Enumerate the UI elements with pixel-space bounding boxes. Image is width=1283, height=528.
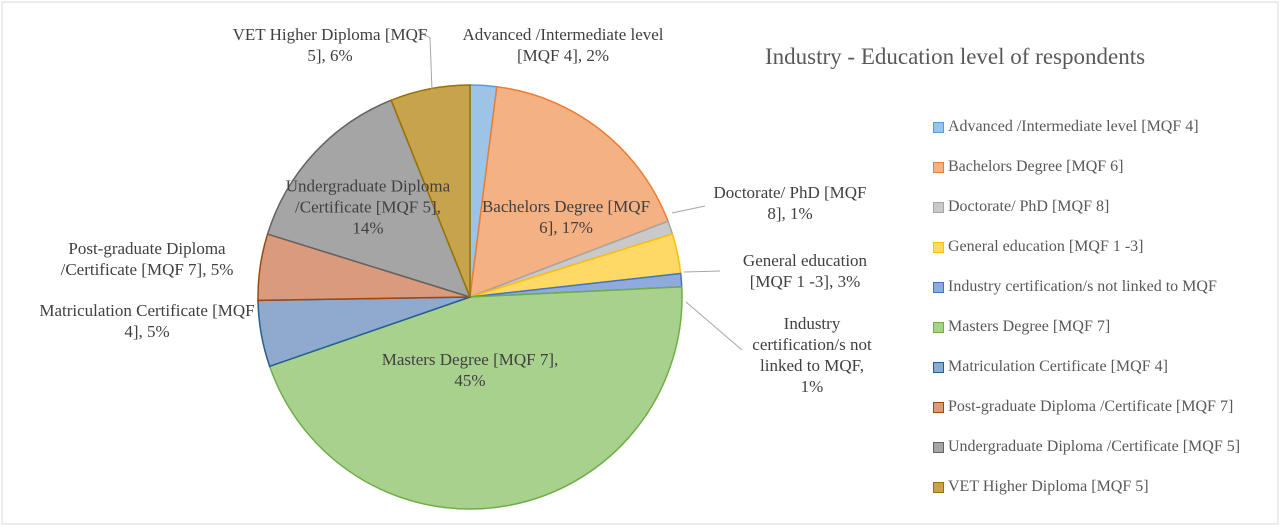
data-label: Bachelors Degree [MQF 6], 17% [481,197,651,237]
data-label: Undergraduate Diploma /Certificate [MQF … [285,176,451,238]
leader-line [671,205,706,214]
pie-slice [266,99,472,299]
pie-slice [390,84,471,298]
legend-entry: Bachelors Degree [MQF 6] [933,158,1268,176]
legend-entry: Post-graduate Diploma /Certificate [MQF … [933,398,1268,416]
legend-entry: VET Higher Diploma [MQF 5] [933,478,1268,496]
legend-entry: Doctorate/ PhD [MQF 8] [933,198,1268,216]
legend-swatch [933,122,944,133]
data-label: Doctorate/ PhD [MQF 8], 1% [713,183,867,223]
legend-entry: Industry certification/s not linked to M… [933,278,1268,296]
leader-line [417,29,433,91]
legend-swatch [933,442,944,453]
legend-swatch [933,322,944,333]
data-label: Matriculation Certificate [MQF 4], 5% [39,301,255,341]
legend-swatch [933,162,944,173]
leader-line [683,270,721,273]
legend-entry: Matriculation Certificate [MQF 4] [933,358,1268,376]
legend-entry: General education [MQF 1 -3] [933,238,1268,256]
legend-entry: Undergraduate Diploma /Certificate [MQF … [933,438,1268,456]
data-label: Post-graduate Diploma /Certificate [MQF … [60,239,234,279]
legend-entry: Masters Degree [MQF 7] [933,318,1268,336]
legend-swatch [933,202,944,213]
legend-entry: Advanced /Intermediate level [MQF 4] [933,118,1268,136]
legend-swatch [933,282,944,293]
chart-title: Industry - Education level of respondent… [765,44,1146,69]
leader-line [685,301,743,351]
legend-swatch [933,362,944,373]
pie-slice [268,286,683,510]
data-label: Masters Degree [MQF 7], 45% [381,350,559,390]
data-label: Advanced /Intermediate level [MQF 4], 2% [462,25,664,65]
legend-swatch [933,482,944,493]
legend-swatch [933,402,944,413]
data-label: VET Higher Diploma [MQF 5], 6% [232,25,428,65]
pie-slice [469,85,670,299]
data-label: General education [MQF 1 -3], 3% [742,251,868,291]
legend-swatch [933,242,944,253]
data-label: Industry certification/s not linked to M… [752,314,872,396]
